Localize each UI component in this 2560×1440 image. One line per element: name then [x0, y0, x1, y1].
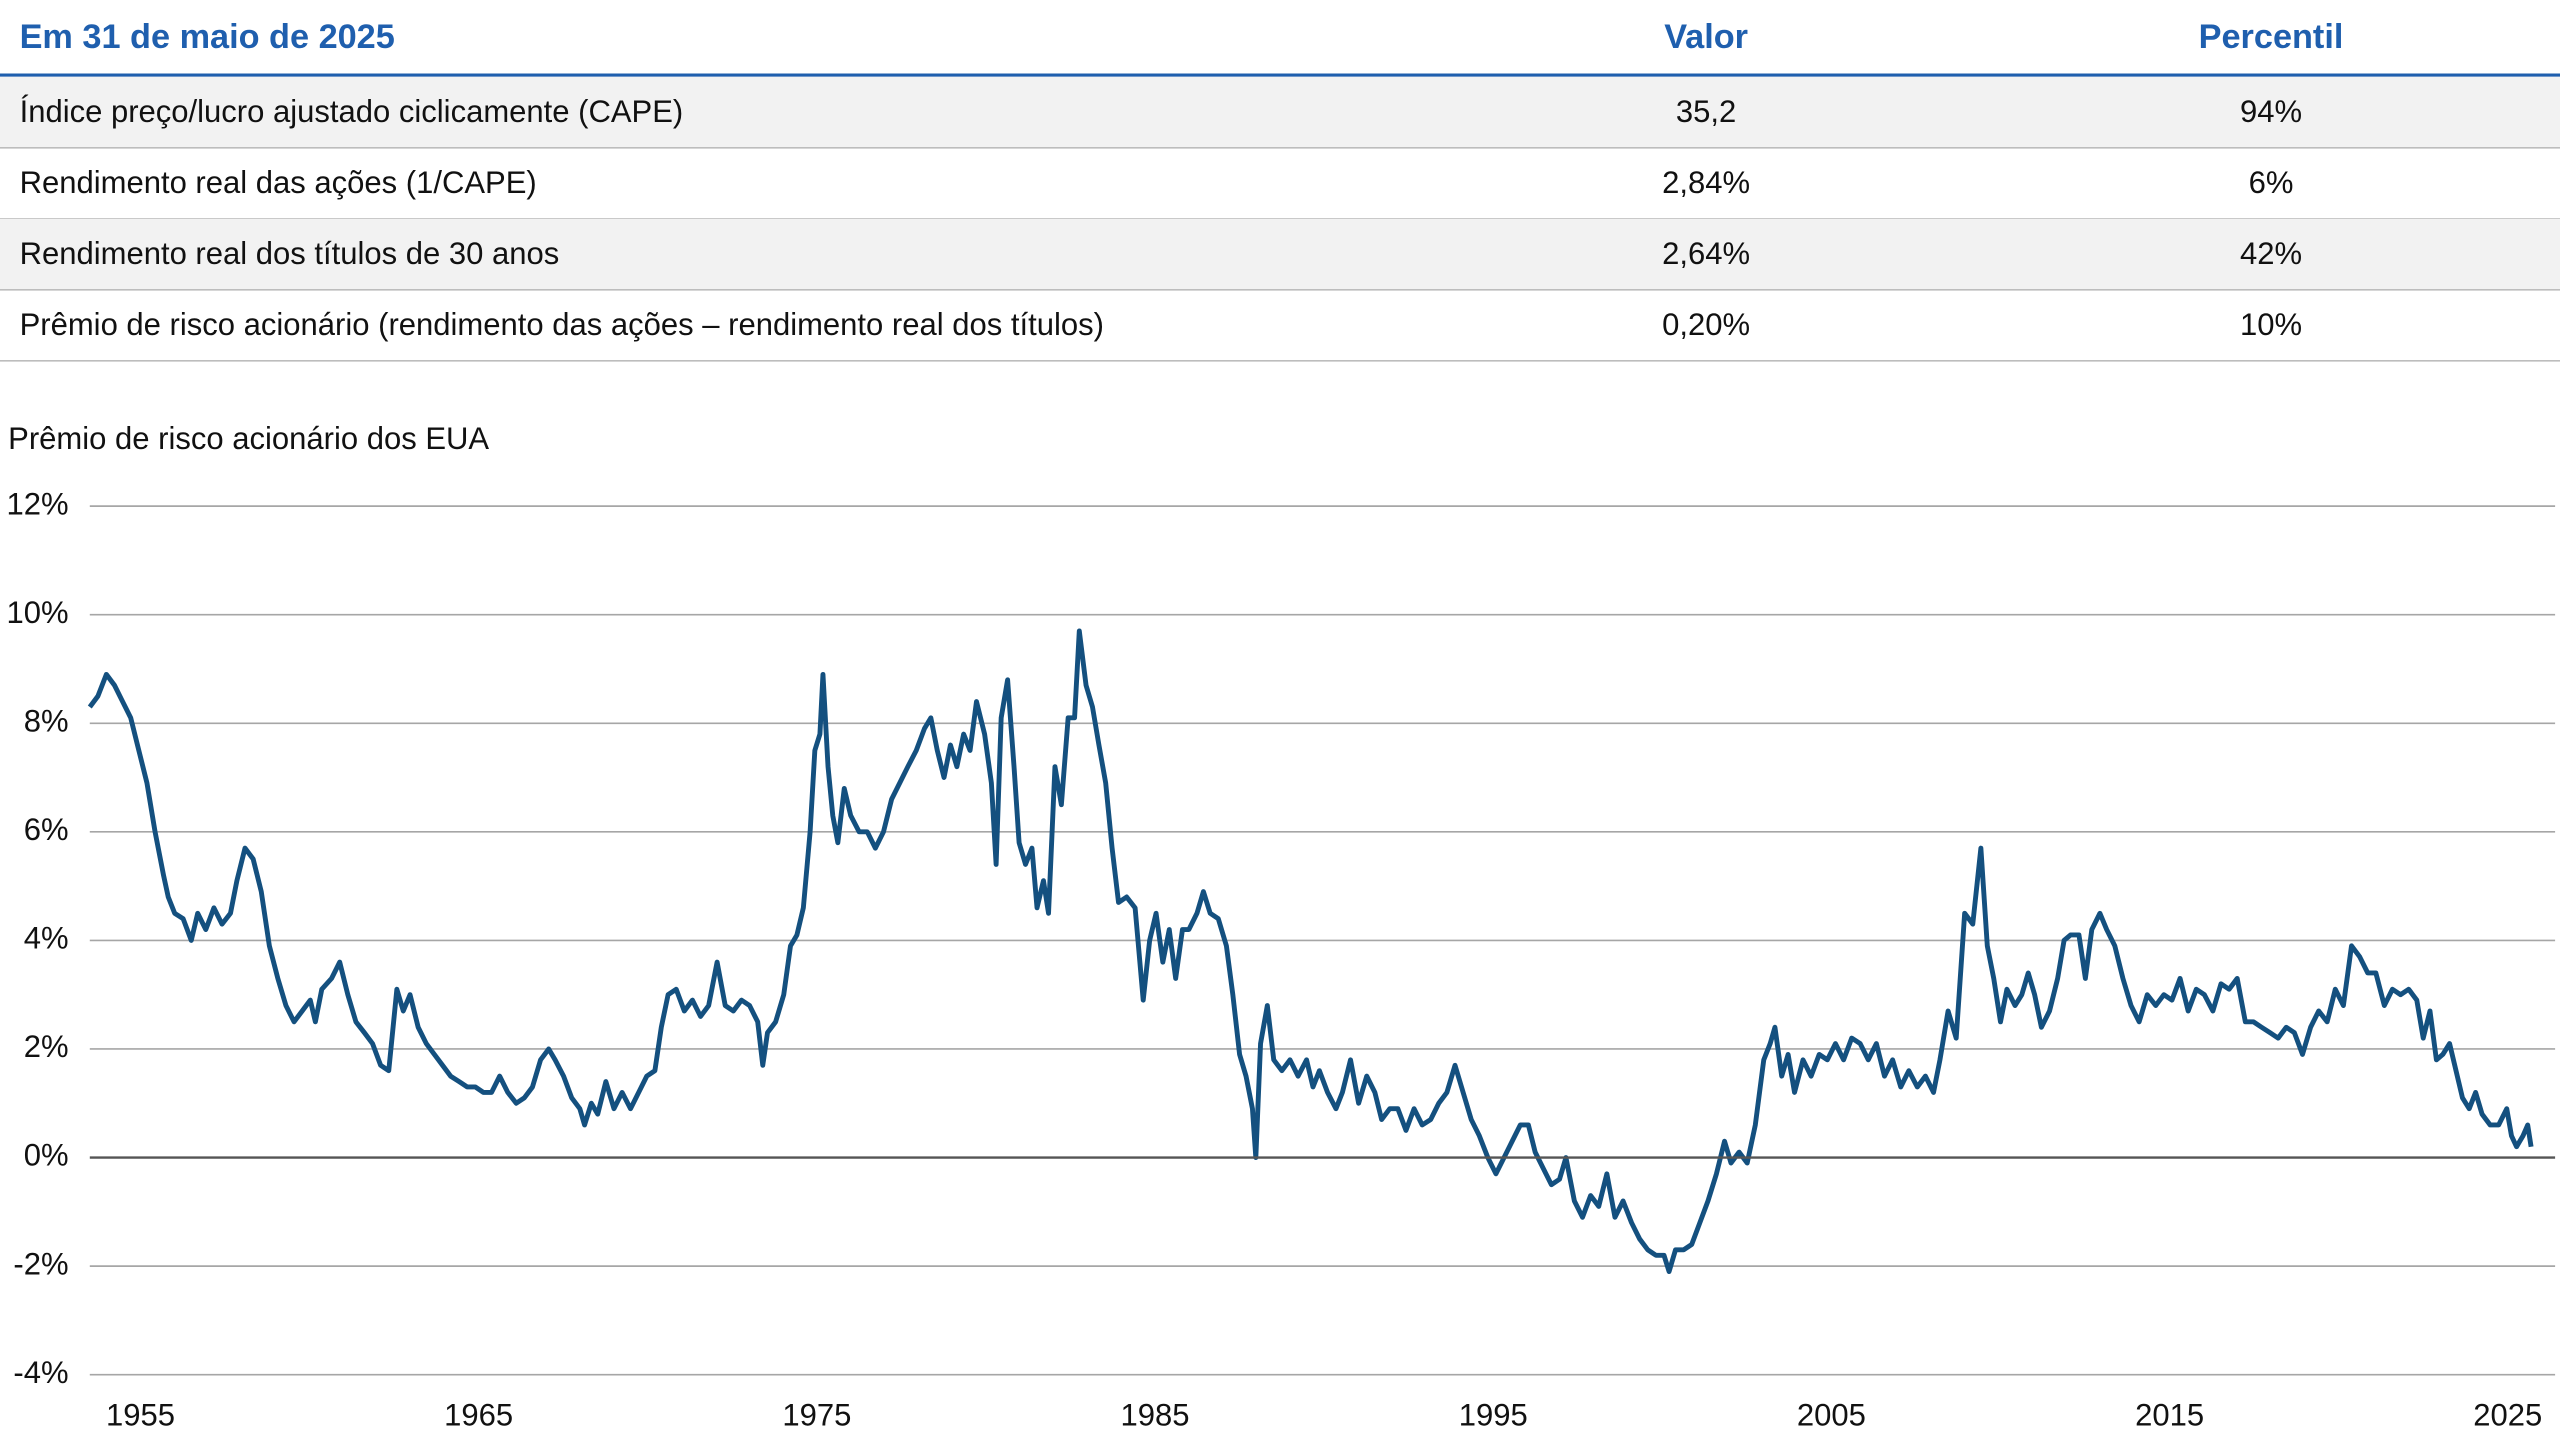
- data-line: [87, 628, 2534, 1275]
- y-tick-label: 10%: [6, 595, 68, 630]
- table-cell: 35,2: [1676, 94, 1736, 129]
- chart-title: Prêmio de risco acionário dos EUA: [8, 421, 489, 456]
- table-cell: Rendimento real dos títulos de 30 anos: [20, 236, 560, 271]
- table-cell: Prêmio de risco acionário (rendimento da…: [20, 307, 1104, 342]
- row-background: [0, 218, 2560, 290]
- table-cell: 94%: [2240, 94, 2302, 129]
- y-tick-label: -2%: [13, 1246, 68, 1281]
- y-tick-label: 4%: [24, 921, 69, 956]
- table-cell: 6%: [2249, 165, 2294, 200]
- y-tick-label: 12%: [6, 486, 68, 521]
- table-header: Em 31 de maio de 2025: [20, 18, 395, 56]
- y-tick-label: -4%: [13, 1355, 68, 1390]
- row-background: [0, 76, 2560, 148]
- table-cell: 10%: [2240, 307, 2302, 342]
- table-cell: Índice preço/lucro ajustado ciclicamente…: [20, 94, 684, 129]
- table-cell: 2,64%: [1662, 236, 1750, 271]
- x-tick-label: 1975: [782, 1397, 851, 1432]
- table-cell: 42%: [2240, 236, 2302, 271]
- x-tick-label: 1985: [1121, 1397, 1190, 1432]
- x-tick-label: 1955: [106, 1397, 175, 1432]
- y-tick-label: 0%: [24, 1138, 69, 1173]
- table-header: Valor: [1664, 18, 1748, 56]
- x-tick-label: 2015: [2135, 1397, 2204, 1432]
- table-cell: 2,84%: [1662, 165, 1750, 200]
- table-header: Percentil: [2199, 18, 2344, 56]
- y-tick-label: 2%: [24, 1029, 69, 1064]
- x-tick-label: 1995: [1459, 1397, 1528, 1432]
- x-tick-label: 1965: [444, 1397, 513, 1432]
- table-cell: 0,20%: [1662, 307, 1750, 342]
- y-tick-label: 6%: [24, 812, 69, 847]
- y-tick-label: 8%: [24, 703, 69, 738]
- table-cell: Rendimento real das ações (1/CAPE): [20, 165, 537, 200]
- x-tick-label: 2005: [1797, 1397, 1866, 1432]
- x-tick-label: 2025: [2473, 1397, 2542, 1432]
